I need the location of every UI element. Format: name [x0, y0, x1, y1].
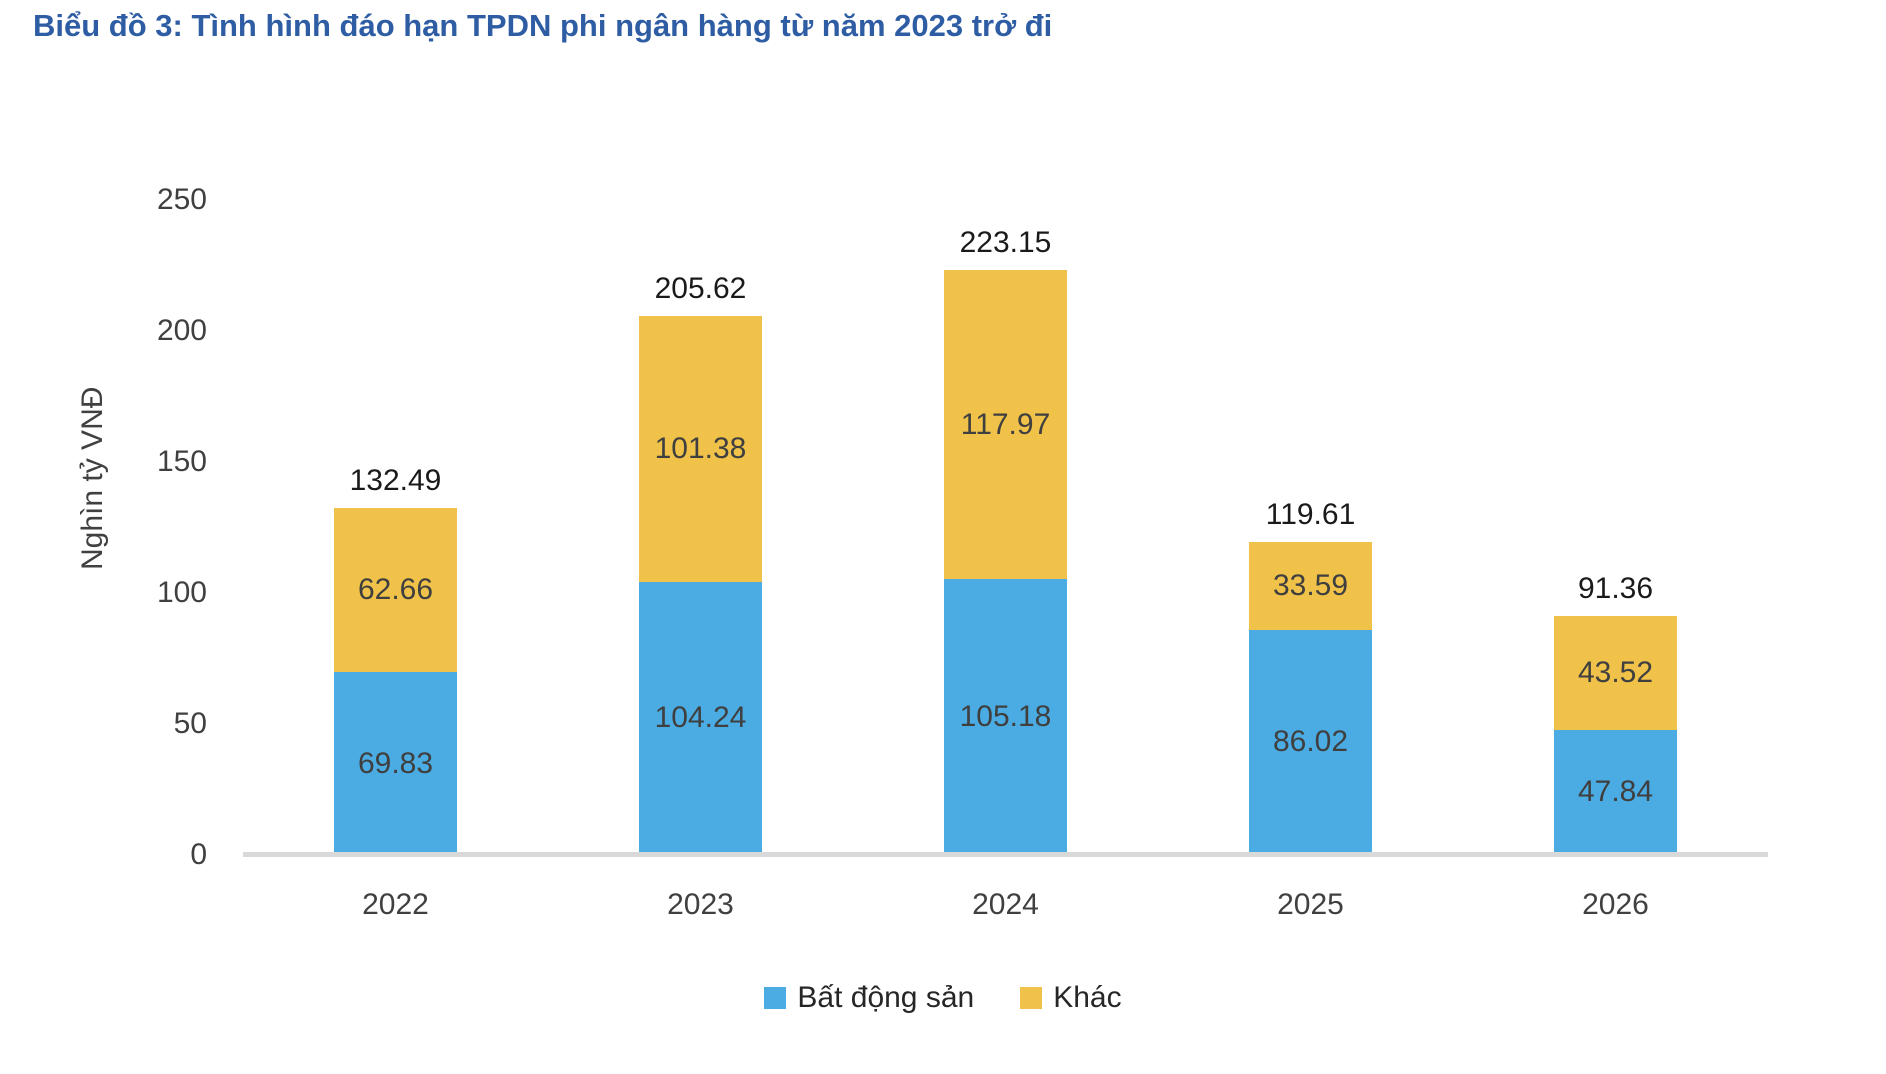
total-data-label: 132.49 — [349, 463, 442, 497]
x-axis-label: 2022 — [362, 888, 429, 921]
bar-segment-khac: 117.97 — [944, 270, 1067, 580]
y-axis-tick-label: 250 — [156, 183, 207, 216]
legend-swatch-bat-dong-san-icon — [764, 987, 787, 1009]
bar-segment-bat-dong-san: 104.24 — [639, 581, 762, 855]
bar-segment-bat-dong-san: 105.18 — [944, 579, 1067, 855]
y-axis-tick-label: 200 — [156, 314, 207, 347]
bar-segment-khac: 33.59 — [1249, 541, 1372, 630]
x-axis-label: 2025 — [1277, 888, 1344, 921]
bar-segment-khac: 101.38 — [639, 316, 762, 582]
bar-group-2022: 132.49 62.66 69.83 — [334, 463, 457, 855]
bar-segment-bat-dong-san: 86.02 — [1249, 629, 1372, 855]
y-axis-tick-label: 0 — [190, 838, 207, 871]
legend: Bất động sản Khác — [0, 983, 1886, 1013]
x-axis-label: 2026 — [1582, 888, 1649, 921]
legend-item-bat-dong-san: Bất động sản — [764, 983, 974, 1013]
y-axis-tick-label: 50 — [173, 707, 207, 740]
total-data-label: 205.62 — [654, 272, 747, 306]
bar-segment-bat-dong-san: 69.83 — [334, 672, 457, 855]
legend-swatch-khac-icon — [1020, 987, 1043, 1009]
bar-group-2025: 119.61 33.59 86.02 — [1249, 497, 1372, 855]
x-axis-line — [243, 852, 1768, 857]
bar-segment-khac: 62.66 — [334, 507, 457, 673]
x-axis-label: 2023 — [667, 888, 734, 921]
bar-segment-khac: 43.52 — [1554, 615, 1677, 730]
legend-label: Khác — [1053, 981, 1122, 1014]
chart-title: Biểu đồ 3: Tình hình đáo hạn TPDN phi ng… — [33, 8, 1053, 43]
y-axis-tick-label: 100 — [156, 576, 207, 609]
legend-item-khac: Khác — [1020, 981, 1122, 1014]
total-data-label: 91.36 — [1577, 571, 1654, 605]
bar-segment-bat-dong-san: 47.84 — [1554, 729, 1677, 855]
total-data-label: 223.15 — [959, 226, 1052, 260]
x-axis-label: 2024 — [972, 888, 1039, 921]
bar-group-2024: 223.15 117.97 105.18 — [944, 228, 1067, 855]
total-data-label: 119.61 — [1265, 497, 1356, 531]
y-axis-tick-label: 150 — [156, 445, 207, 478]
legend-label: Bất động sản — [797, 981, 975, 1014]
bar-group-2023: 205.62 101.38 104.24 — [639, 274, 762, 855]
bar-group-2026: 91.36 43.52 47.84 — [1554, 571, 1677, 855]
